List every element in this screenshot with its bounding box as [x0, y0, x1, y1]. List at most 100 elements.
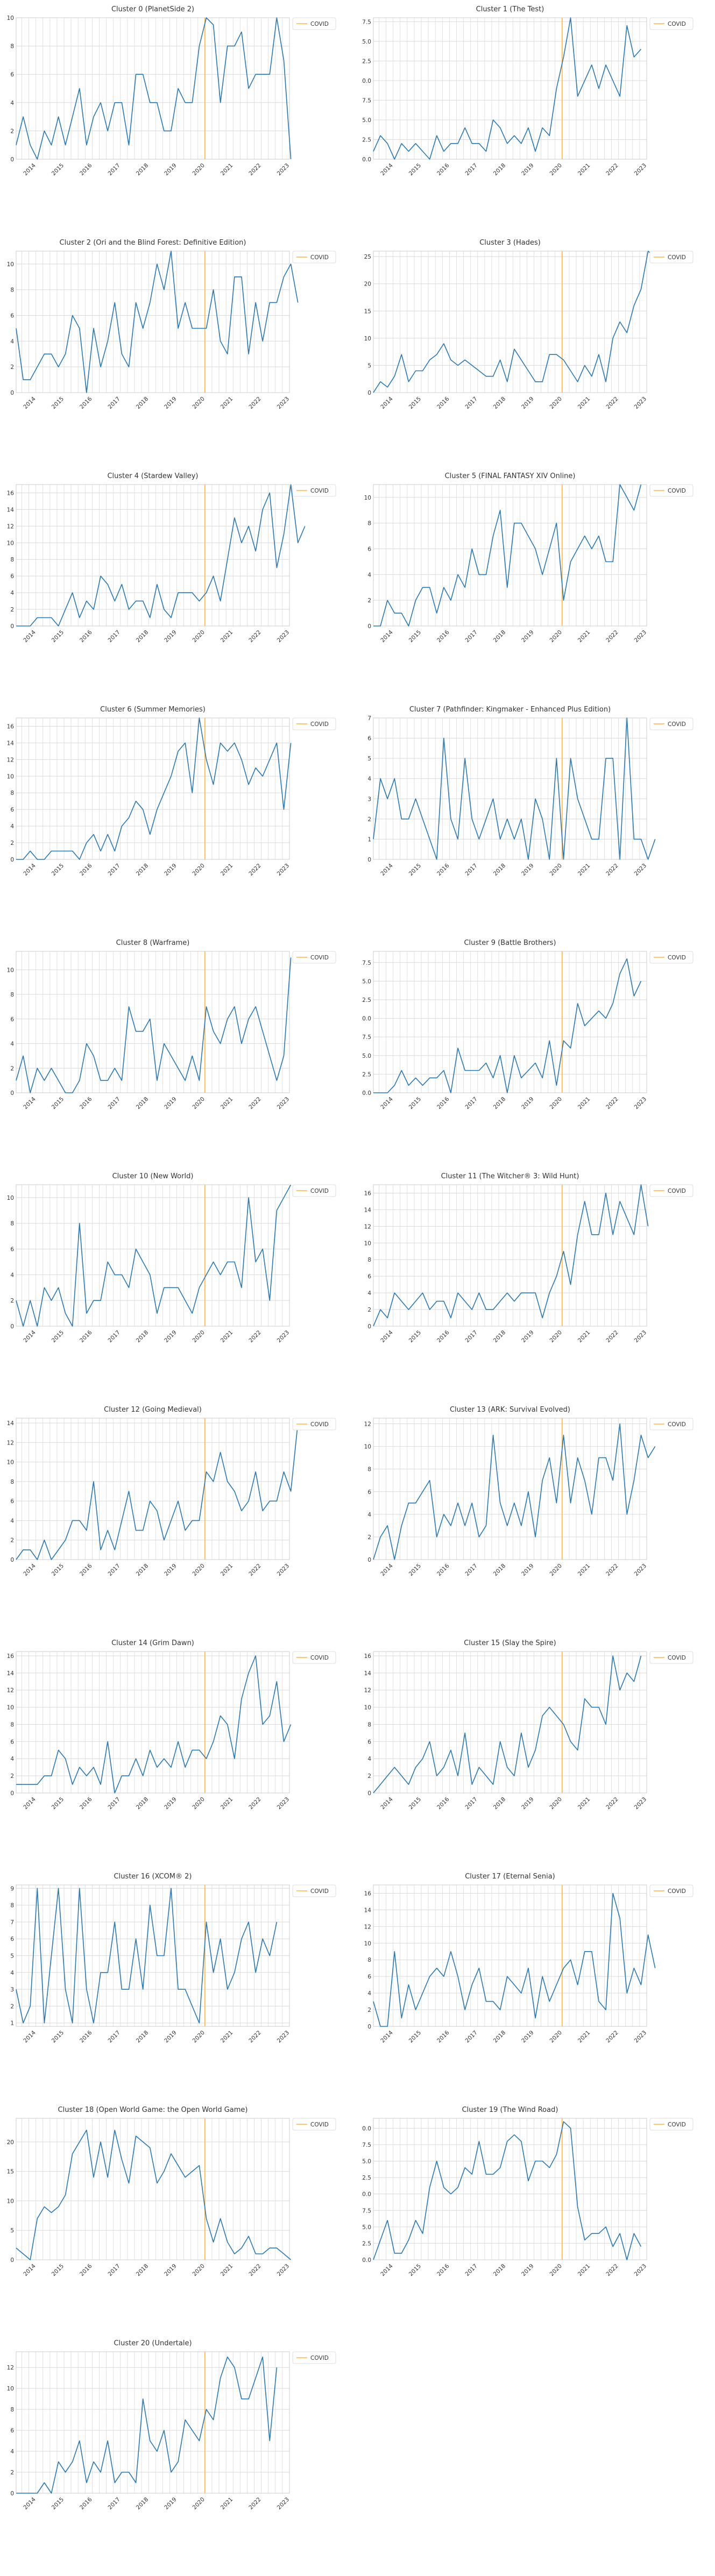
- x-tick-label: 2014: [379, 1329, 394, 1344]
- x-tick-label: 2014: [379, 162, 394, 177]
- x-tick-label: 2021: [577, 162, 591, 177]
- x-tick-label: 2021: [577, 2263, 591, 2278]
- x-tick-label: 2015: [51, 2496, 65, 2511]
- x-tick-label: 2022: [247, 1563, 262, 1577]
- x-tick-label: 2018: [492, 1563, 507, 1577]
- cluster-11-line-chart: Cluster 11 (The Witcher® 3: Wild Hunt) 0 2…: [364, 1172, 693, 1344]
- x-tick-label: 2023: [276, 1096, 291, 1111]
- x-tick-label: 2015: [408, 396, 422, 410]
- x-tick-label: 2014: [379, 1095, 394, 1111]
- legend: COVID: [292, 1651, 336, 1664]
- y-tick-label: 6: [10, 1247, 14, 1253]
- chart-title: Cluster 9 (Battle Brothers): [464, 939, 556, 947]
- cluster-16-line-chart: Cluster 16 (XCOM® 2) 1 2 3 4 5 6 7 8 9 2014 2015 201…: [10, 1873, 336, 2044]
- y-tick-label: 14: [7, 507, 15, 513]
- y-tick-label: 6: [10, 807, 14, 813]
- chart-title: Cluster 5 (FINAL FANTASY XIV Online): [445, 472, 576, 480]
- x-tick-label: 2019: [163, 162, 178, 177]
- chart-panel-16: Cluster 16 (XCOM® 2) 1 2 3 4 5 6 7 8 9 2014 2015 201…: [4, 1870, 359, 2107]
- plot-frame: [373, 951, 647, 1093]
- y-tick-label: 6: [10, 1016, 14, 1023]
- cluster-12-line-chart: Cluster 12 (Going Medieval) 0 2 4 6 8 10 12 14 20…: [7, 1406, 336, 1577]
- x-tick-label: 2017: [464, 162, 479, 177]
- legend-box: [649, 2118, 693, 2131]
- x-tick-label: 2017: [107, 1329, 122, 1344]
- x-tick-label: 2020: [549, 396, 563, 410]
- x-tick-label: 2019: [163, 2030, 178, 2044]
- y-tick-label: 6: [367, 1273, 371, 1280]
- y-tick-label: 16: [7, 723, 15, 730]
- x-tick-label: 2019: [520, 1796, 535, 1811]
- legend-box: [292, 251, 336, 264]
- legend: COVID: [292, 1884, 336, 1897]
- y-tick-label: 12: [364, 1924, 371, 1930]
- chart-title: Cluster 11 (The Witcher® 3: Wild Hunt): [441, 1172, 579, 1180]
- series-line: [16, 17, 292, 160]
- x-tick-label: 2015: [51, 1096, 65, 1111]
- x-tick-label: 2019: [163, 396, 178, 410]
- x-tick-label: 2017: [464, 1796, 479, 1811]
- y-tick-label: 16: [364, 1890, 372, 1897]
- y-tick-label: 6: [367, 1739, 371, 1745]
- chart-panel-17: Cluster 17 (Eternal Senia) 0 2 4 6 8 10 12 14 16 2…: [362, 1870, 715, 2107]
- x-tick-label: 2020: [192, 396, 206, 410]
- y-tick-label: 8: [367, 1257, 371, 1263]
- x-tick-label: 2019: [520, 396, 535, 410]
- series-line: [16, 2356, 278, 2494]
- x-tick-label: 2021: [220, 1329, 234, 1344]
- x-tick-label: 2018: [135, 1796, 150, 1811]
- x-tick-label: 2016: [79, 162, 94, 177]
- legend-box: [292, 484, 336, 497]
- series-line: [16, 2130, 292, 2260]
- y-tick-label: 6: [367, 546, 371, 553]
- y-tick-label: 4: [367, 1756, 371, 1762]
- plot-frame: [373, 484, 647, 627]
- chart-title: Cluster 0 (PlanetSide 2): [111, 5, 194, 13]
- plot-frame: [373, 717, 647, 860]
- x-tick-label: 2023: [633, 162, 648, 177]
- x-tick-label: 2015: [51, 162, 65, 177]
- x-tick-label: 2018: [135, 396, 150, 410]
- legend-box: [649, 1651, 693, 1664]
- y-tick-label: 4: [10, 1518, 14, 1524]
- legend-box: [649, 1184, 693, 1197]
- x-tick-label: 2022: [247, 863, 262, 877]
- chart-panel-13: Cluster 13 (ARK: Survival Evolved) 0 2 4 6 8 1…: [362, 1404, 715, 1640]
- y-tick-label: 2.5: [362, 2240, 371, 2247]
- x-tick-label: 2020: [192, 863, 206, 877]
- x-tick-label: 2020: [192, 1796, 206, 1811]
- x-tick-label: 2019: [163, 863, 178, 877]
- x-tick-label: 2016: [436, 1329, 451, 1344]
- y-tick-label: 5: [10, 2228, 14, 2234]
- chart-title: Cluster 7 (Pathfinder: Kingmaker - Enhan…: [409, 706, 611, 714]
- x-tick-label: 2017: [464, 396, 479, 410]
- y-tick-label: 8: [367, 521, 371, 527]
- series-line: [373, 1655, 642, 1794]
- x-tick-label: 2019: [520, 1563, 535, 1577]
- series-line: [16, 1423, 299, 1560]
- y-tick-label: 14: [7, 1420, 15, 1427]
- legend-box: [292, 2351, 336, 2364]
- legend: COVID: [649, 951, 693, 964]
- x-tick-label: 2023: [276, 629, 291, 644]
- x-tick-label: 2020: [549, 162, 563, 177]
- y-tick-label: 6: [10, 72, 14, 78]
- plot-frame: [373, 1418, 647, 1560]
- x-tick-label: 2019: [520, 162, 535, 177]
- legend-label: COVID: [310, 254, 329, 261]
- y-tick-label: 10: [364, 1444, 371, 1450]
- x-tick-label: 2014: [379, 629, 394, 644]
- legend-box: [649, 717, 693, 730]
- legend-label: COVID: [310, 1655, 329, 1661]
- x-tick-label: 2020: [192, 1329, 206, 1344]
- series-line: [16, 1888, 278, 2024]
- x-tick-label: 2021: [220, 2263, 234, 2278]
- y-tick-label: 16: [364, 1653, 372, 1660]
- x-tick-label: 2021: [577, 2030, 591, 2044]
- x-tick-label: 2023: [276, 2263, 291, 2278]
- x-tick-label: 2014: [379, 2029, 394, 2044]
- legend: COVID: [649, 1651, 693, 1664]
- y-tick-label: 2: [367, 597, 371, 604]
- x-tick-label: 2015: [51, 629, 65, 644]
- chart-title: Cluster 16 (XCOM® 2): [114, 1873, 192, 1881]
